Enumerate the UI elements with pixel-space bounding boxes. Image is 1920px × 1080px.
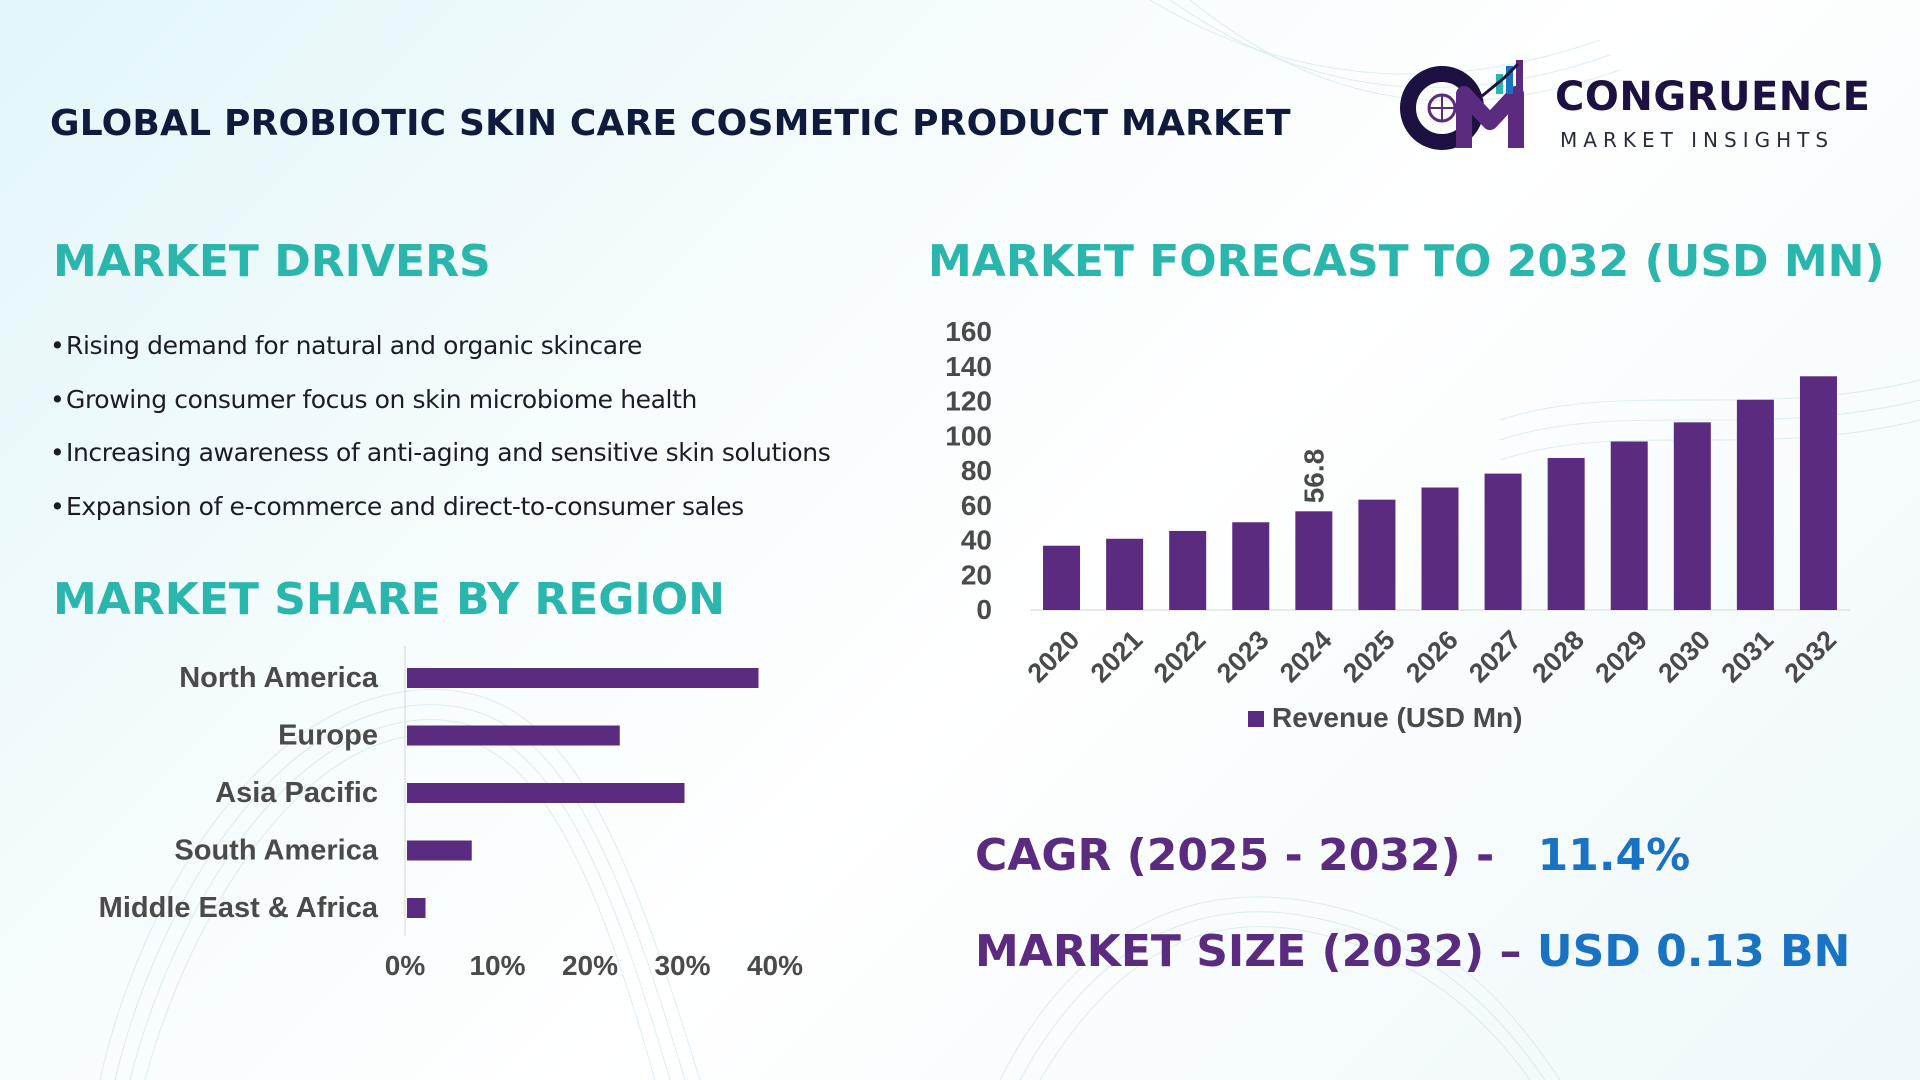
y-tick-label: 60 (961, 490, 992, 521)
driver-item: •Expansion of e-commerce and direct-to-c… (50, 489, 910, 543)
x-tick-label: 2030 (1652, 625, 1716, 689)
page-title: GLOBAL PROBIOTIC SKIN CARE COSMETIC PROD… (50, 103, 1291, 144)
bullet-icon: • (50, 491, 65, 521)
driver-text: Growing consumer focus on skin microbiom… (66, 384, 697, 414)
market-drivers-heading: MARKET DRIVERS (53, 236, 491, 287)
x-tick-label: 20% (562, 950, 618, 981)
y-tick-label: 80 (961, 455, 992, 486)
market-size-value: USD 0.13 BN (1536, 926, 1851, 977)
revenue-bar-2026 (1421, 487, 1459, 610)
x-tick-label: 2026 (1400, 625, 1464, 689)
x-tick-label: 30% (654, 950, 710, 981)
x-tick-label: 2020 (1022, 625, 1086, 689)
region-bar (407, 725, 620, 746)
x-tick-label: 2029 (1589, 625, 1653, 689)
logo-wordmark: CONGRUENCE (1555, 74, 1871, 120)
revenue-bar-2031 (1736, 399, 1774, 610)
market-size-label: MARKET SIZE (2032) – (975, 926, 1522, 977)
region-bar (407, 840, 472, 861)
revenue-bar-2020 (1043, 545, 1081, 610)
x-tick-label: 2022 (1148, 625, 1212, 689)
region-label: Asia Pacific (215, 777, 378, 809)
logo-mark-icon (1400, 60, 1524, 150)
revenue-bar-2030 (1673, 422, 1711, 610)
bullet-icon: • (50, 384, 65, 414)
revenue-bar-2022 (1169, 530, 1207, 610)
bullet-icon: • (50, 438, 65, 467)
revenue-bar-2029 (1610, 441, 1648, 610)
cagr-value: 11.4% (1537, 830, 1691, 881)
revenue-bar-2023 (1232, 522, 1270, 610)
bar-data-label: 56.8 (1298, 449, 1329, 504)
region-label: South America (174, 835, 378, 867)
x-tick-label: 2031 (1716, 625, 1780, 689)
legend-label: Revenue (USD Mn) (1272, 702, 1522, 733)
cagr-stat: CAGR (2025 - 2032) - 11.4% (975, 830, 1690, 881)
region-bar (407, 898, 426, 918)
revenue-bar-2032 (1799, 376, 1837, 610)
region-label: North America (179, 662, 379, 694)
x-tick-label: 2021 (1085, 625, 1149, 689)
driver-item: •Growing consumer focus on skin microbio… (50, 382, 910, 436)
revenue-bar-2027 (1484, 473, 1522, 610)
revenue-bar-2028 (1547, 457, 1585, 610)
y-tick-label: 40 (961, 525, 992, 556)
market-share-region-heading: MARKET SHARE BY REGION (53, 574, 725, 625)
bullet-icon: • (50, 331, 65, 360)
revenue-bar-2024 (1295, 511, 1333, 610)
driver-text: Increasing awareness of anti-aging and s… (66, 438, 831, 467)
driver-item: •Rising demand for natural and organic s… (50, 328, 910, 382)
x-tick-label: 2025 (1337, 625, 1401, 689)
region-bar (407, 668, 759, 688)
revenue-bar-2021 (1106, 538, 1144, 610)
x-tick-label: 2032 (1779, 625, 1843, 689)
market-forecast-heading: MARKET FORECAST TO 2032 (USD MN) (928, 236, 1885, 287)
x-tick-label: 40% (747, 950, 803, 981)
y-tick-label: 120 (945, 386, 992, 417)
region-label: Europe (278, 720, 378, 752)
y-tick-label: 160 (945, 316, 992, 347)
y-tick-label: 0 (976, 594, 992, 625)
x-tick-label: 2023 (1211, 625, 1275, 689)
market-drivers-list: •Rising demand for natural and organic s… (50, 328, 910, 542)
market-share-region-bar-chart: North America Europe Asia Pacific South Ame… (99, 646, 803, 981)
x-tick-label: 2024 (1274, 625, 1338, 689)
driver-text: Expansion of e-commerce and direct-to-co… (66, 491, 744, 521)
logo-tagline: MARKET INSIGHTS (1560, 128, 1835, 152)
x-tick-label: 2027 (1463, 625, 1527, 689)
driver-item: •Increasing awareness of anti-aging and … (50, 435, 910, 489)
x-tick-label: 0% (385, 950, 426, 981)
cagr-label: CAGR (2025 - 2032) - (975, 830, 1495, 881)
y-tick-label: 20 (961, 559, 992, 590)
company-logo: CONGRUENCE MARKET INSIGHTS (1400, 56, 1870, 156)
revenue-bar-2025 (1358, 499, 1396, 610)
y-tick-label: 140 (945, 351, 992, 382)
region-bar (407, 783, 685, 803)
region-label: Middle East & Africa (99, 892, 379, 924)
market-size-stat: MARKET SIZE (2032) – USD 0.13 BN (975, 926, 1850, 977)
driver-text: Rising demand for natural and organic sk… (66, 331, 643, 360)
y-tick-label: 100 (945, 420, 992, 451)
x-tick-label: 2028 (1526, 625, 1590, 689)
x-tick-label: 10% (469, 950, 525, 981)
legend-swatch (1248, 711, 1264, 727)
